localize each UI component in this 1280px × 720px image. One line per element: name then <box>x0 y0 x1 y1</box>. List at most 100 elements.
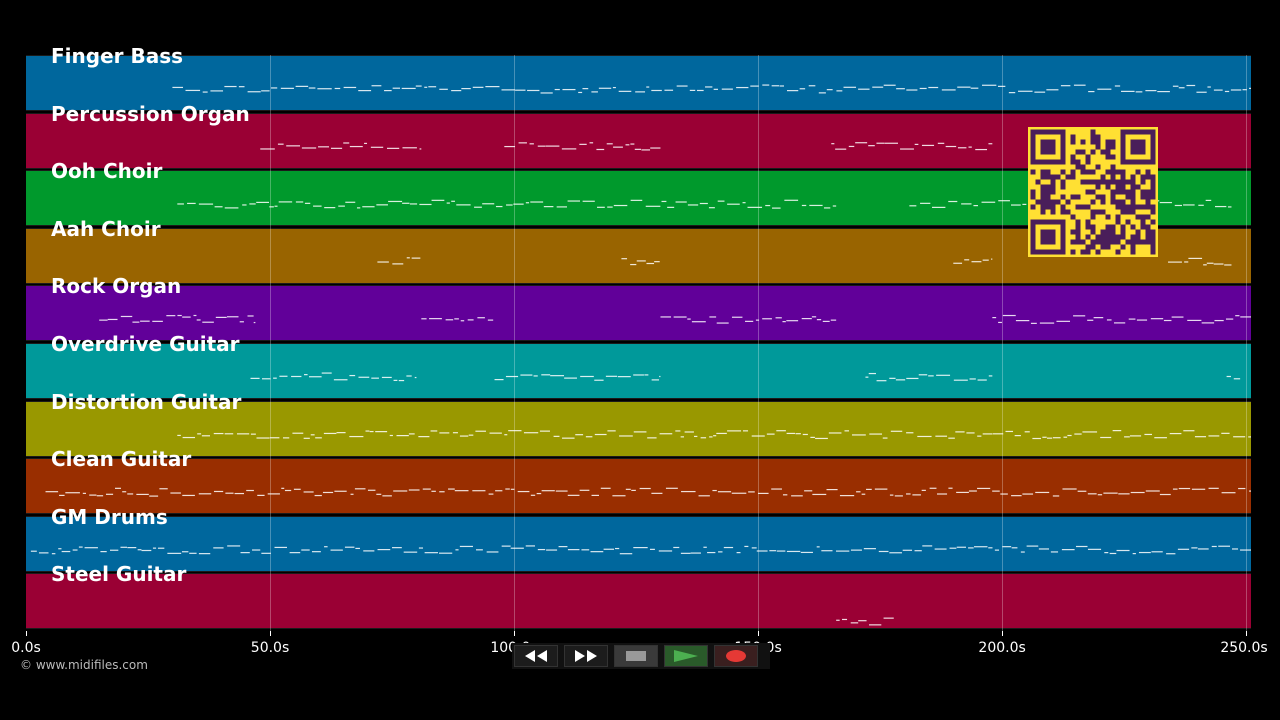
qr-module <box>1100 234 1106 240</box>
qr-module <box>1110 139 1116 145</box>
qr-module <box>1070 194 1076 200</box>
qr-module <box>1070 174 1076 180</box>
qr-module <box>1150 249 1156 255</box>
track-label: GM Drums <box>51 504 168 529</box>
qr-module <box>1030 204 1036 210</box>
rewind-button[interactable] <box>514 645 558 667</box>
tick-mark <box>758 631 760 636</box>
qr-module <box>1095 239 1101 245</box>
qr-module <box>1120 224 1126 230</box>
qr-module <box>1090 179 1096 185</box>
record-button[interactable] <box>714 645 758 667</box>
qr-module <box>1105 239 1111 245</box>
qr-module <box>1120 234 1126 240</box>
qr-module <box>1095 134 1101 140</box>
qr-module <box>1125 219 1131 225</box>
qr-module <box>1045 189 1051 195</box>
qr-module <box>1080 179 1086 185</box>
qr-module <box>1085 224 1091 230</box>
qr-module <box>1135 184 1141 190</box>
qr-module <box>1150 209 1156 215</box>
qr-module <box>1120 244 1126 250</box>
qr-module <box>1075 219 1081 225</box>
track-lane[interactable] <box>26 343 1251 399</box>
play-button[interactable] <box>664 645 708 667</box>
qr-module <box>1115 234 1121 240</box>
track-lane[interactable] <box>26 573 1251 630</box>
qr-module <box>1105 184 1111 190</box>
qr-module <box>1110 229 1116 235</box>
qr-module <box>1115 199 1121 205</box>
play-icon <box>674 650 698 662</box>
qr-code-pattern <box>1030 129 1156 255</box>
qr-module <box>1070 239 1076 245</box>
qr-module <box>1055 174 1061 180</box>
qr-module <box>1090 134 1096 140</box>
track-label: Percussion Organ <box>51 101 250 126</box>
stop-icon <box>626 651 646 661</box>
qr-module <box>1150 189 1156 195</box>
qr-module <box>1050 179 1056 185</box>
qr-module <box>1040 194 1046 200</box>
qr-module <box>1115 179 1121 185</box>
qr-module <box>1090 149 1096 155</box>
qr-module <box>1130 174 1136 180</box>
fast-forward-button[interactable] <box>564 645 608 667</box>
qr-module <box>1105 234 1111 240</box>
qr-module <box>1085 154 1091 160</box>
qr-module <box>1100 209 1106 215</box>
qr-module <box>1075 239 1081 245</box>
qr-module <box>1130 189 1136 195</box>
qr-module <box>1080 149 1086 155</box>
qr-module <box>1030 189 1036 195</box>
qr-module <box>1060 209 1066 215</box>
qr-module <box>1085 169 1091 175</box>
qr-module <box>1125 179 1131 185</box>
qr-module <box>1130 224 1136 230</box>
qr-module <box>1140 224 1146 230</box>
qr-module <box>1060 179 1066 185</box>
qr-module <box>1045 184 1051 190</box>
qr-module <box>1120 229 1126 235</box>
qr-module <box>1145 229 1151 235</box>
qr-module <box>1095 164 1101 170</box>
qr-module <box>1150 204 1156 210</box>
qr-module <box>1135 169 1141 175</box>
qr-module <box>1140 194 1146 200</box>
qr-module <box>1080 239 1086 245</box>
qr-module <box>1100 239 1106 245</box>
track-lane[interactable] <box>26 515 1251 572</box>
qr-module <box>1085 189 1091 195</box>
track-lane[interactable] <box>26 285 1251 342</box>
qr-module <box>1040 169 1046 175</box>
qr-module <box>1050 209 1056 215</box>
track-label: Steel Guitar <box>51 562 187 587</box>
qr-module <box>1120 169 1126 175</box>
qr-module <box>1120 209 1126 215</box>
stop-button[interactable] <box>614 645 658 667</box>
track-lane[interactable] <box>26 55 1251 111</box>
qr-code <box>1028 127 1158 257</box>
qr-module <box>1150 244 1156 250</box>
track-lane[interactable] <box>26 400 1251 457</box>
tick-label: 250.0s <box>1220 640 1268 656</box>
tick-mark <box>270 631 272 636</box>
qr-module <box>1085 234 1091 240</box>
qr-module <box>1105 179 1111 185</box>
qr-module <box>1115 169 1121 175</box>
qr-module <box>1145 239 1151 245</box>
qr-module <box>1110 144 1116 150</box>
qr-module <box>1070 134 1076 140</box>
qr-module <box>1040 184 1046 190</box>
fast-forward-icon <box>575 650 597 662</box>
qr-module <box>1030 194 1036 200</box>
qr-module <box>1120 174 1126 180</box>
qr-module <box>1075 204 1081 210</box>
qr-module <box>1100 174 1106 180</box>
qr-module <box>1145 189 1151 195</box>
qr-module <box>1125 194 1131 200</box>
track-lane[interactable] <box>26 458 1251 515</box>
qr-module <box>1030 169 1036 175</box>
track-label: Aah Choir <box>51 216 161 241</box>
qr-module <box>1110 189 1116 195</box>
